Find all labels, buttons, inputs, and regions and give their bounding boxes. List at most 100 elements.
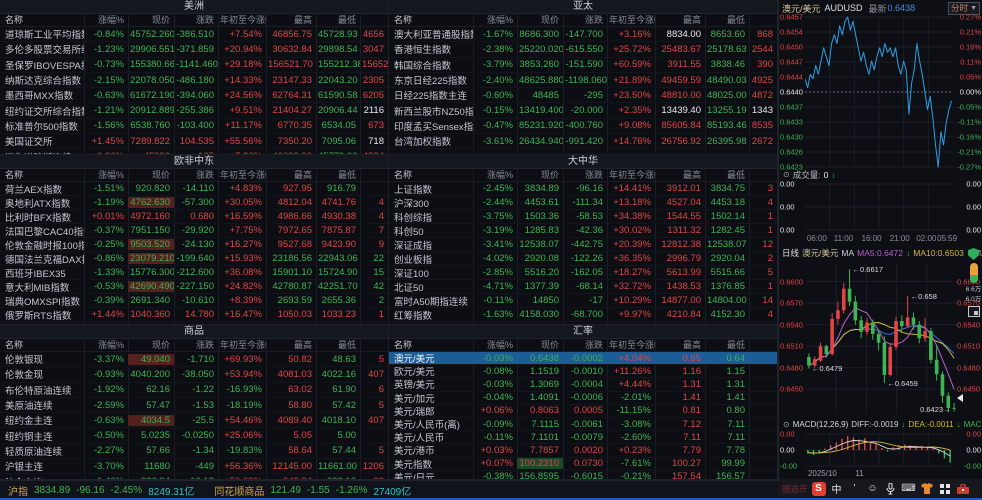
column-header[interactable]: 涨幅% — [97, 170, 124, 180]
table-row[interactable]: 道琼斯工业平均指数 -0.84% 45752.260 -386.510 +7.54% 46… — [0, 27, 388, 43]
toolbox-grid-icon[interactable] — [938, 482, 952, 496]
column-header[interactable]: 现价 — [151, 15, 170, 25]
daily-candle-chart[interactable]: 0.6600 0.6600 0.6570 0.6570 0.6540 0.6540 0.65… — [779, 260, 982, 418]
table-row[interactable]: 法国巴黎CAC40指数 -0.37% 7951.150 -29.920 +7.75% 79… — [0, 224, 388, 238]
table-row[interactable]: 纽约铜主连 -0.50% 5.0235 -0.0250 +25.06% 5.05 5.00 — [0, 428, 388, 444]
column-header[interactable]: 涨跌 — [584, 340, 603, 350]
table-row[interactable]: 墨西哥MXX指数 -0.63% 61672.190 -394.060 +24.56% 62… — [0, 88, 388, 104]
table-row[interactable]: 迷你道琼斯连续+0.36%45990165+7.26%46093.0045779… — [0, 149, 388, 154]
column-header[interactable]: 最高 — [293, 15, 312, 25]
column-header[interactable]: 现价 — [151, 170, 170, 180]
table-row[interactable]: 科创综指 -3.75% 1503.36 -58.53 +34.38% 1544.55 150… — [389, 210, 777, 224]
table-row[interactable]: 沪金主连-1.40%926.94-13.18+50.09%942.94926.1… — [0, 474, 388, 479]
column-header[interactable]: 年初至今涨幅 — [609, 340, 655, 350]
sogou-logo-icon[interactable]: S — [811, 481, 826, 496]
table-row[interactable]: 美元指数 +0.07% 100.2310 0.0730 -7.61% 100.27 99.9… — [389, 458, 777, 471]
table-row[interactable]: 布伦特原油连续 -1.92% 62.16 -1.22 -16.93% 63.02 61.90… — [0, 383, 388, 398]
column-header[interactable]: 最低 — [337, 170, 356, 180]
column-header[interactable]: 涨幅% — [486, 15, 513, 25]
table-row[interactable]: 俄罗斯RTS指数 +1.44% 1040.360 14.780 +16.47% 1050.… — [0, 308, 388, 322]
column-header[interactable]: 年初至今涨幅 — [609, 15, 655, 25]
table-row[interactable]: 比利时BFX指数 +0.01% 4972.160 0.680 +16.59% 4986.6… — [0, 210, 388, 224]
column-header[interactable]: 涨跌 — [584, 15, 603, 25]
table-row[interactable]: 东京日经225指数 -2.40% 48625.880 -1198.060 +21.89%… — [389, 73, 777, 89]
column-header[interactable]: 年初至今涨幅 — [220, 15, 266, 25]
column-header[interactable]: 名称 — [5, 15, 24, 25]
table-row[interactable]: 香港恒生指数 -2.38% 25220.020 -615.550 +25.72% 2548… — [389, 42, 777, 58]
column-header[interactable]: 最低 — [337, 340, 356, 350]
column-header[interactable]: 年初至今涨幅 — [220, 340, 266, 350]
column-header[interactable]: 名称 — [5, 340, 24, 350]
keyboard-icon[interactable]: ⌨ — [901, 483, 916, 494]
table-row[interactable]: 美原油连续 -2.59% 57.47 -1.53 -18.19% 58.80 57.42 5 — [0, 398, 388, 414]
table-row[interactable]: 红筹指数 -1.63% 4158.030 -68.700 +9.97% 4210.84 41… — [389, 308, 777, 322]
table-row[interactable]: 日经225指数主连 -0.60% 48485 -295 +23.50% 48810.00 4… — [389, 88, 777, 104]
table-row[interactable]: 沪深300 -2.44% 4453.61 -111.34 +13.18% 4527.04 4… — [389, 196, 777, 210]
signal-pill-icon[interactable] — [969, 263, 978, 283]
table-row[interactable]: 圣保罗IBOVESPA指数 -0.73% 155380.660-1141.460 +2… — [0, 58, 388, 73]
table-row[interactable]: 欧元/美元 -0.08% 1.1519 -0.0010 +11.26% 1.16 1.15 — [389, 365, 777, 379]
column-header[interactable]: 名称 — [394, 340, 413, 350]
table-row[interactable]: 标准普尔500指数 -1.56% 6538.760 -103.400 +11.17% 67… — [0, 119, 388, 135]
column-header[interactable]: 最低 — [726, 170, 745, 180]
table-row[interactable]: 美元/日元 -0.38% 156.8595 -0.6015 -0.21% 157.54 15… — [389, 471, 777, 479]
column-header[interactable]: 涨跌 — [584, 170, 603, 180]
column-header[interactable]: 最高 — [682, 170, 701, 180]
table-row[interactable]: 上证指数 -2.45% 3834.89 -96.16 +14.41% 3912.01 383… — [389, 182, 777, 196]
column-header[interactable]: 现价 — [540, 340, 559, 350]
column-header[interactable]: 最高 — [293, 170, 312, 180]
column-header[interactable]: 名称 — [394, 15, 413, 25]
column-header[interactable]: 最高 — [682, 15, 701, 25]
table-row[interactable]: 伦敦金现 -0.93% 4040.200 -38.050 +53.94% 4081.03 4… — [0, 367, 388, 383]
table-row[interactable]: 美元/人民币 -0.11% 7.1101 -0.0079 -2.60% 7.11 7.11 — [389, 431, 777, 445]
table-row[interactable]: 新西兰股市NZ50指数 -0.15% 13419.400 -20.000 +2.35% 1… — [389, 103, 777, 119]
table-row[interactable]: 美元/港币 +0.03% 7.7857 0.0020 +0.23% 7.79 7.78 — [389, 444, 777, 458]
table-row[interactable]: 伦敦银现 -3.37% 49.040 -1.710 +69.93% 50.82 48.63 5 — [0, 352, 388, 368]
table-row[interactable]: 沪银主连 -3.70% 11680 -449 +56.36% 12145.00 11661.… — [0, 459, 388, 475]
column-header[interactable]: 最低 — [726, 340, 745, 350]
column-header[interactable]: 年初至今涨幅 — [220, 170, 266, 180]
emoji-icon[interactable]: ☺ — [867, 483, 878, 494]
column-header[interactable]: 涨幅% — [97, 340, 124, 350]
column-header[interactable]: 现价 — [540, 170, 559, 180]
table-row[interactable]: 国企指数-2.45%8919.780-223.560+22.36%9025.78… — [389, 322, 777, 324]
table-row[interactable]: 深证100 -2.85% 5516.20 -162.05 +18.27% 5613.99 5… — [389, 266, 777, 280]
skin-shirt-icon[interactable] — [920, 482, 934, 496]
punctuation-icon[interactable]: ’ — [853, 483, 856, 494]
column-header[interactable]: 最低 — [337, 15, 356, 25]
table-row[interactable]: 韩国综合指数 -3.79% 3853.260 -151.590 +60.59% 3911.… — [389, 58, 777, 73]
table-row[interactable]: 轻质原油连续 -2.27% 57.66 -1.34 -19.83% 58.64 57.44 5 — [0, 444, 388, 460]
table-row[interactable]: 印度孟买Sensex指数 -0.47% 85231.920-400.760 +9.08… — [389, 119, 777, 135]
volume-chart[interactable]: 0.00 0.00 0.00 0.00 0.00 0.00 — [779, 180, 982, 235]
period-select-minute[interactable]: 分时 ▼ — [948, 1, 980, 15]
table-row[interactable]: 英镑/美元 -0.03% 1.3069 -0.0004 +4.44% 1.31 1.31 — [389, 378, 777, 392]
table-row[interactable]: 美国证交所 +1.45% 7289.822 104.535 +55.56% 7350.20… — [0, 134, 388, 150]
table-row[interactable]: 多伦多股票交易所综合 -1.23% 29906.551-371.859 +20.94%… — [0, 42, 388, 58]
column-header[interactable]: 现价 — [540, 15, 559, 25]
column-header[interactable]: 涨幅% — [97, 15, 124, 25]
table-row[interactable]: 纽约金主连 -0.63% 4034.5 -25.5 +54.46% 4089.40 4018… — [0, 413, 388, 429]
table-row[interactable]: 纽约证交所综合指数 -1.21% 20912.889 -255.386 +9.51% 21… — [0, 103, 388, 119]
table-row[interactable]: 瑞典OMXSPI指数 -0.39% 2691.340 -10.610 +8.39% 269… — [0, 294, 388, 308]
table-row[interactable]: 深证成指 -3.41% 12538.07 -442.75 +20.39% 12812.38… — [389, 238, 777, 252]
tools-icon[interactable] — [956, 482, 970, 496]
table-row[interactable]: 美元/瑞郎 +0.06% 0.8063 0.0005 -11.15% 0.81 0.80 — [389, 405, 777, 418]
table-row[interactable]: 德国法兰克福DAX指数 -0.86% 23079.210-199.640 +15.93… — [0, 252, 388, 266]
table-row[interactable]: 创业板指 -4.02% 2920.08 -122.26 +36.35% 2996.79 29… — [389, 252, 777, 266]
table-row[interactable]: 北证50 -4.71% 1377.39 -68.14 +32.72% 1438.53 137… — [389, 280, 777, 294]
table-row[interactable]: 荷兰AEX指数 -1.51% 920.820 -14.110 +4.83% 927.95 9… — [0, 182, 388, 196]
shield-icon[interactable] — [968, 248, 979, 260]
table-row[interactable]: 西班牙IBEX35 -1.33% 15776.300 -212.600 +36.08% 1… — [0, 266, 388, 280]
macd-chart[interactable]: 0.00 0.00 -0.00 0.00 0.00 -0.00 — [779, 430, 982, 471]
expand-icon[interactable] — [967, 306, 980, 317]
column-header[interactable]: 涨跌 — [195, 170, 214, 180]
minute-chart[interactable]: 0.6457 0.6454 0.6450 0.6447 0.6444 0.6440 0.64… — [779, 13, 982, 172]
column-header[interactable]: 现价 — [151, 340, 170, 350]
column-header[interactable]: 涨幅% — [486, 170, 513, 180]
table-row[interactable]: 美元/人民币(离) -0.09% 7.1115 -0.0061 -3.08% 7.12 7.… — [389, 418, 777, 432]
table-row[interactable]: 意大利MIB指数 -0.53% 42690.490 -227.150 +24.82% 42… — [0, 280, 388, 294]
table-row[interactable]: 伦敦金融时报100指数 -0.25% 9503.520 -24.130 +16.27% 9… — [0, 238, 388, 252]
column-header[interactable]: 涨跌 — [195, 15, 214, 25]
table-row[interactable]: 纳斯达克综合指数 -2.15% 22078.050 -486.180 +14.33% 23… — [0, 73, 388, 89]
column-header[interactable]: 最低 — [726, 15, 745, 25]
